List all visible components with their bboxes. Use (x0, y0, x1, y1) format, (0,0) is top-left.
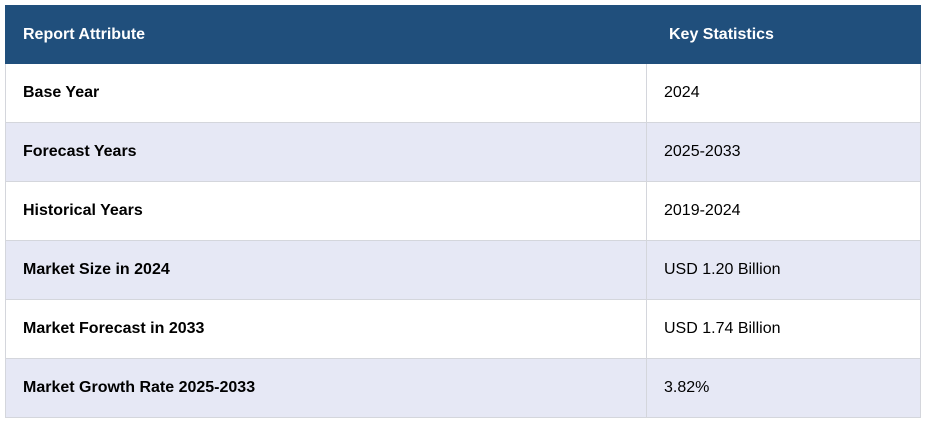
header-cell: Report Attribute (5, 5, 647, 64)
table-row: Market Size in 2024 USD 1.20 Billion (5, 240, 921, 300)
table-row: Base Year 2024 (5, 63, 921, 123)
value-cell: 2025-2033 (646, 122, 921, 182)
table-row: Market Growth Rate 2025-2033 3.82% (5, 358, 921, 418)
attribute-cell: Market Size in 2024 (5, 240, 647, 300)
header-row: Report Attribute Key Statistics (5, 5, 921, 64)
table-row: Market Forecast in 2033 USD 1.74 Billion (5, 299, 921, 359)
report-table: Report Attribute Key Statistics Base Yea… (5, 5, 921, 418)
value-cell: USD 1.20 Billion (646, 240, 921, 300)
header-cell: Key Statistics (646, 5, 921, 64)
table-row: Forecast Years 2025-2033 (5, 122, 921, 182)
table-body: Base Year 2024 Forecast Years 2025-2033 Hist… (5, 63, 921, 418)
value-cell: 2019-2024 (646, 181, 921, 241)
attribute-cell: Forecast Years (5, 122, 647, 182)
attribute-cell: Market Forecast in 2033 (5, 299, 647, 359)
attribute-cell: Base Year (5, 63, 647, 123)
value-cell: USD 1.74 Billion (646, 299, 921, 359)
value-cell: 2024 (646, 63, 921, 123)
table-row: Historical Years 2019-2024 (5, 181, 921, 241)
attribute-cell: Historical Years (5, 181, 647, 241)
attribute-cell: Market Growth Rate 2025-2033 (5, 358, 647, 418)
value-cell: 3.82% (646, 358, 921, 418)
table-header: Report Attribute Key Statistics (5, 5, 921, 64)
